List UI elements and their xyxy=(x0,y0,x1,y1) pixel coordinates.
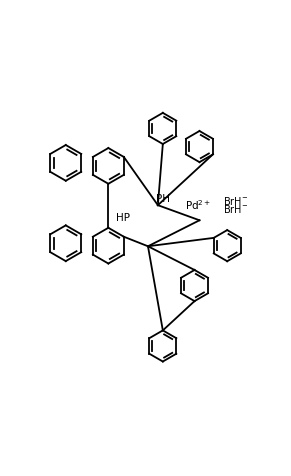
Text: HP: HP xyxy=(116,212,130,222)
Text: Pd$^{2+}$: Pd$^{2+}$ xyxy=(185,198,212,211)
Text: BrH$^{-}$: BrH$^{-}$ xyxy=(223,194,249,206)
Text: PH: PH xyxy=(156,194,170,204)
Text: BrH$^{-}$: BrH$^{-}$ xyxy=(223,203,249,215)
